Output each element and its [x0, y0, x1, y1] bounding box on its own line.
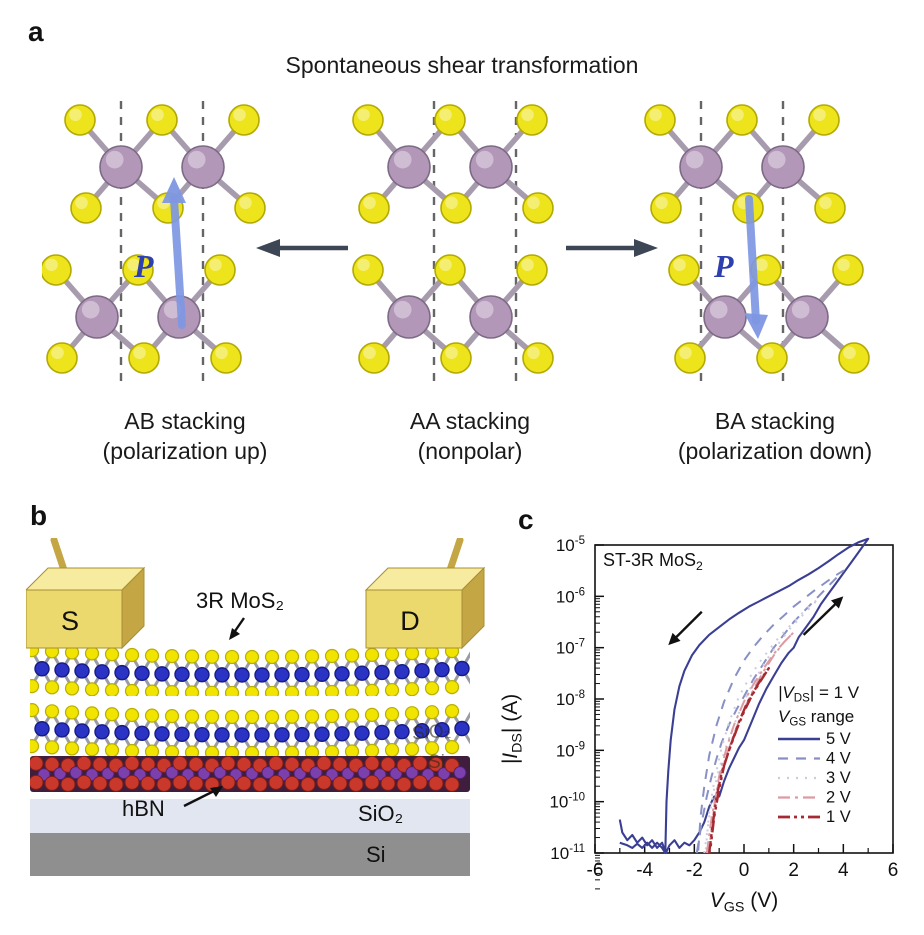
y-tick-label: 10-8: [556, 689, 585, 709]
legend-entry-label: 3 V: [826, 769, 851, 787]
x-tick-label: 6: [888, 860, 899, 881]
device-schematic: S D 3R MoS₂ hBN SiO₂ Si SiO₂ Si: [26, 538, 486, 878]
y-tick-label: 10-6: [556, 586, 585, 606]
mos2-pointer-arrow-icon: [229, 617, 245, 640]
panel-c-label: c: [518, 504, 534, 535]
ghost-sio2-label: SiO₂: [411, 720, 452, 745]
legend-vgs-header: VGS range: [778, 707, 854, 729]
sio2-band-label: SiO₂: [358, 801, 404, 826]
panel-a-label: a: [28, 16, 44, 47]
x-tick-label: -2: [686, 860, 703, 881]
y-tick-label: 10-11: [550, 843, 585, 863]
ghost-si-label: Si: [428, 752, 445, 773]
polarization-up-arrow: [162, 177, 186, 329]
legend-entry-label: 2 V: [826, 789, 851, 807]
mos2-layer: [352, 104, 554, 224]
y-axis-label: |IDS| (A): [499, 694, 526, 764]
ba-stacking-structure: P: [644, 101, 870, 389]
x-tick-label: 4: [838, 860, 849, 881]
y-tick-label: 10-5: [556, 535, 585, 555]
legend-entry-label: 4 V: [826, 750, 851, 768]
panel-c: c -6 -4 -2 0 2 4 6 10-5 10-6 10-7 10-8 10-9 10-10 10-…: [485, 500, 924, 935]
mos2-annotation: 3R MoS₂: [195, 588, 284, 613]
x-tick-label: -6: [587, 860, 604, 881]
hbn-pointer-arrow-icon: [183, 786, 223, 808]
si-band-label: Si: [366, 842, 386, 867]
mos2-layer-top: [30, 643, 470, 696]
electrode-label: D: [400, 606, 420, 636]
sweep-arrow: [673, 610, 703, 640]
series-5V: [618, 537, 870, 855]
si-substrate-band: [30, 833, 470, 876]
transform-left-arrow-icon: [256, 239, 348, 257]
y-tick-label: 10-10: [549, 792, 585, 812]
caption-ba: BA stacking (polarization down): [677, 408, 873, 464]
series-1V: [708, 666, 770, 854]
aa-stacking-structure: [352, 101, 554, 389]
y-tick-label: 10-7: [556, 638, 585, 658]
polarization-p-label: P: [713, 248, 734, 284]
panel-b: b S D 3R MoS₂ hBN SiO₂ Si SiO₂ Si: [26, 500, 486, 935]
mos2-layer: [42, 254, 242, 374]
hbn-annotation: hBN: [122, 796, 165, 821]
series-4V: [695, 569, 845, 854]
sweep-arrow: [802, 601, 838, 636]
polarization-down-arrow: [744, 195, 768, 339]
plot-area: [594, 544, 894, 854]
sio2-band: [30, 799, 470, 833]
panel-a-title: Spontaneous shear transformation: [285, 52, 639, 78]
source-electrode: S: [26, 538, 146, 650]
electrode-label: S: [61, 606, 79, 636]
legend-vds-header: |VDS| = 1 V: [778, 683, 860, 705]
ab-stacking-structure: P: [42, 101, 266, 389]
legend-entry-label: 5 V: [826, 730, 851, 748]
x-tick-label: -4: [636, 860, 653, 881]
legend-entry-label: 1 V: [826, 808, 851, 826]
caption-ab: AB stacking (polarization up): [102, 408, 268, 464]
hbn-layer: [30, 755, 470, 792]
x-tick-label: 0: [739, 860, 750, 881]
x-axis-label: VGS (V): [710, 889, 778, 916]
panel-b-label: b: [30, 500, 48, 531]
mos2-layer: [64, 104, 266, 224]
mos2-layer: [644, 104, 846, 224]
mos2-layer-bottom: [30, 703, 470, 756]
mos2-layer: [668, 254, 870, 374]
polarization-p-label: P: [133, 248, 154, 284]
transform-right-arrow-icon: [566, 239, 658, 257]
chart-inner-title: ST-3R MoS2: [603, 550, 703, 573]
mos2-layer: [352, 254, 554, 374]
drain-electrode: D: [364, 538, 486, 650]
series-2V: [705, 631, 795, 854]
y-tick-label: 10-9: [556, 740, 585, 760]
x-tick-label: 2: [788, 860, 799, 881]
series-3V: [703, 597, 820, 854]
transfer-curve-chart: -6 -4 -2 0 2 4 6 10-5 10-6 10-7 10-8 10-9 10-10 10-11…: [499, 535, 899, 916]
caption-aa: AA stacking (nonpolar): [409, 408, 531, 464]
